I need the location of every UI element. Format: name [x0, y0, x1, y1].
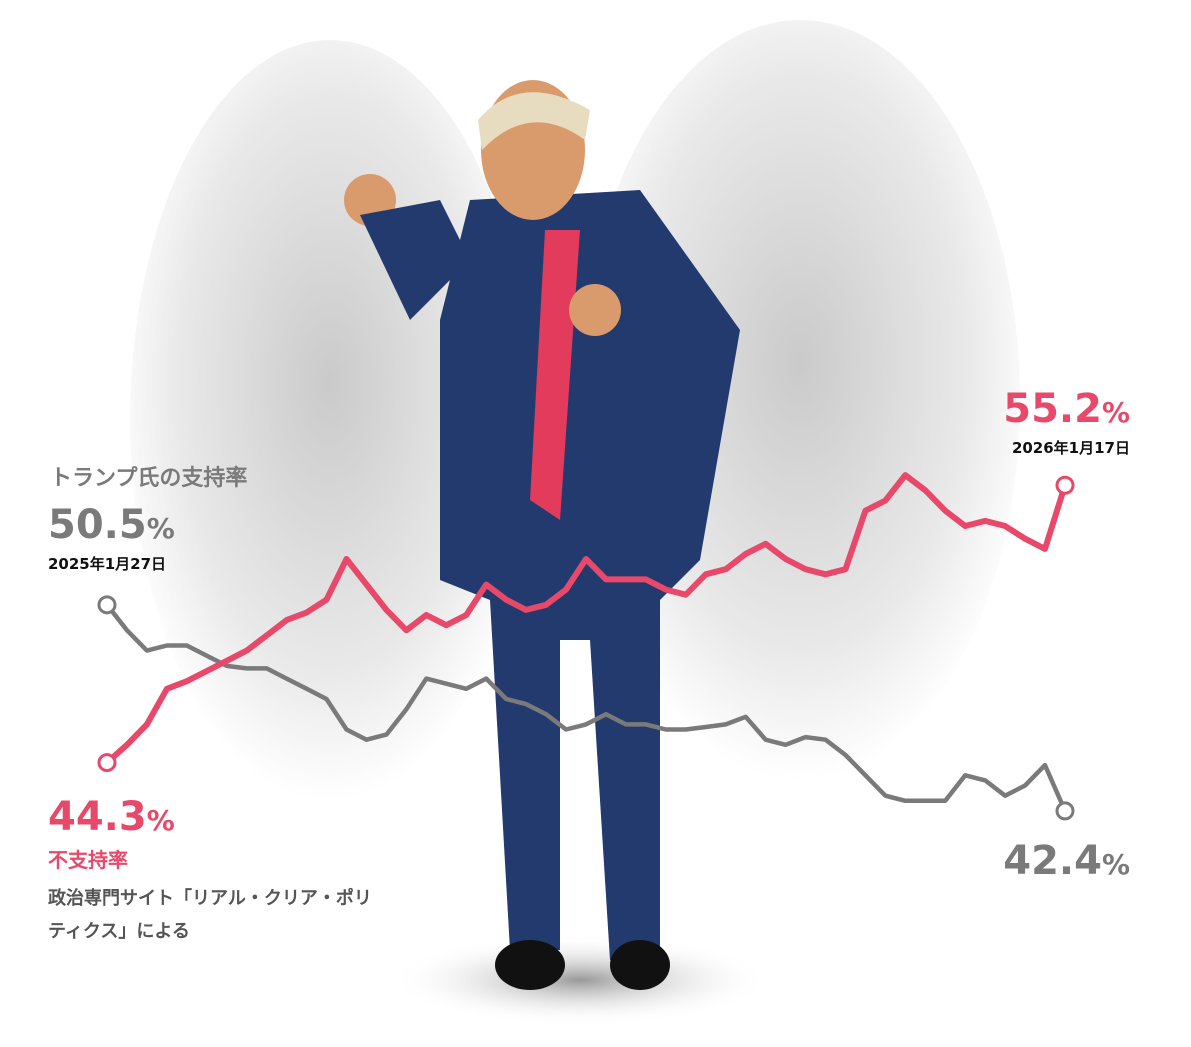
approval-start-label: 50.5% [48, 502, 175, 548]
series-line [104, 472, 1068, 766]
value: 42.4 [1003, 838, 1102, 884]
end-marker [1055, 475, 1075, 495]
source-note: 政治専門サイト「リアル・クリア・ポリティクス」による [48, 888, 372, 942]
unit: % [1102, 848, 1130, 881]
value: 44.3 [48, 794, 147, 840]
unit: % [147, 804, 175, 837]
start-date: 2025年1月27日 [48, 555, 166, 573]
unit: % [1102, 396, 1130, 429]
series-line [104, 602, 1068, 814]
value: 50.5 [48, 502, 147, 548]
value: 55.2 [1003, 386, 1102, 432]
disapproval-end-label: 55.2% [1003, 386, 1130, 432]
disapproval-title: 不支持率 [48, 848, 128, 872]
end-marker [97, 753, 117, 773]
end-marker [97, 595, 117, 615]
unit: % [147, 512, 175, 545]
figure-photo [344, 80, 740, 990]
approval-title: トランプ氏の支持率 [50, 465, 247, 491]
end-marker [1055, 801, 1075, 821]
approval-end-label: 42.4% [1003, 838, 1130, 884]
disapproval-start-label: 44.3% [48, 794, 175, 840]
end-date: 2026年1月17日 [1012, 439, 1130, 457]
plot [97, 472, 1075, 821]
